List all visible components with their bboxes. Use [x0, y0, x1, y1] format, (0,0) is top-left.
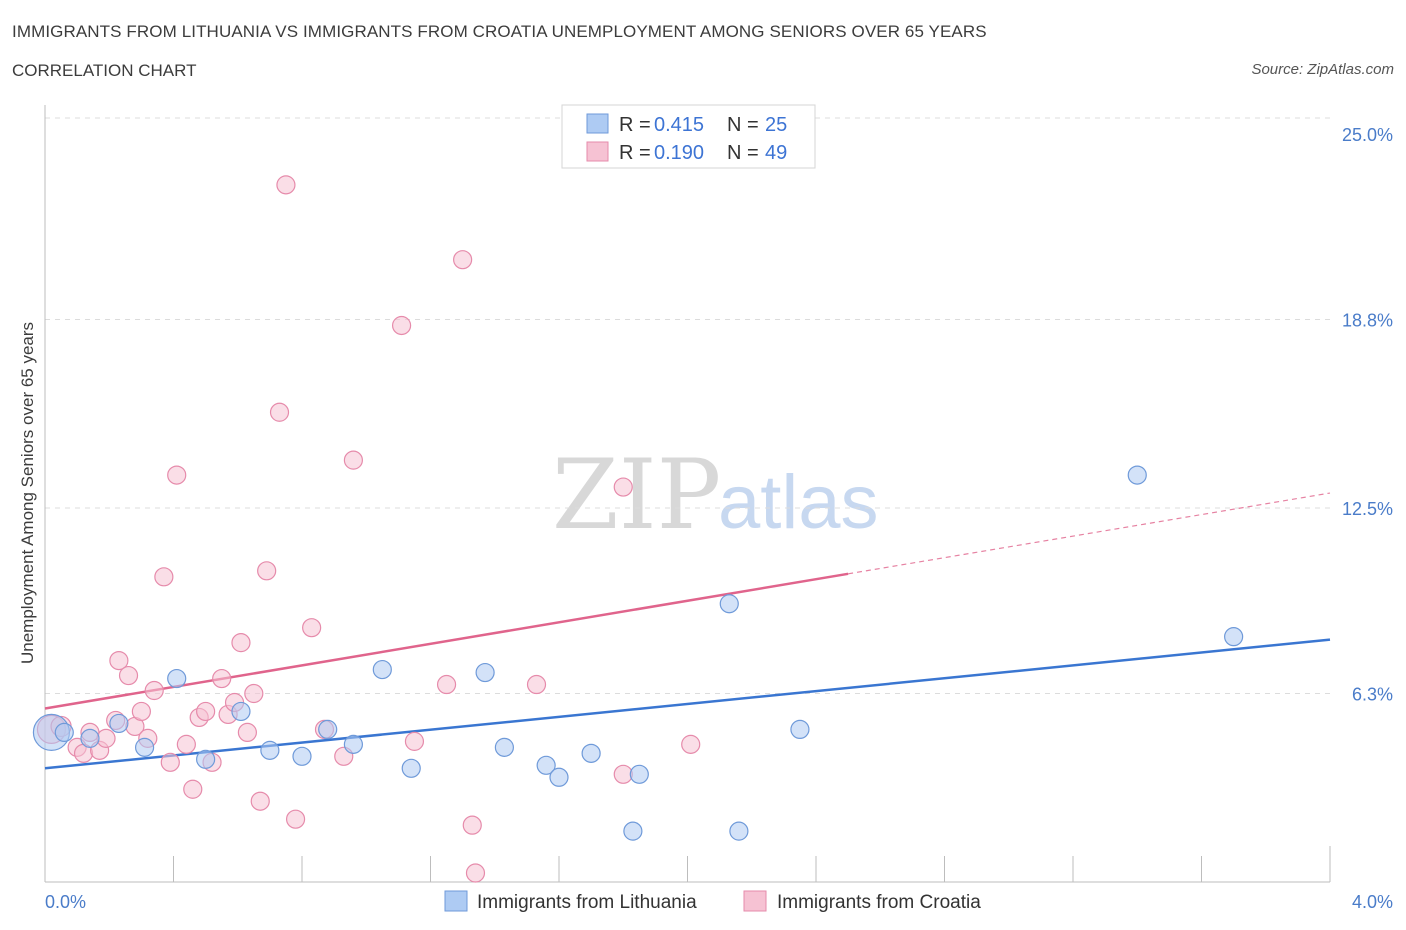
point-croatia — [613, 477, 633, 497]
point-croatia — [613, 764, 633, 784]
point-lithuania — [109, 713, 129, 734]
point-lithuania — [1224, 627, 1244, 647]
point-croatia — [302, 618, 322, 638]
point-lithuania — [54, 722, 74, 743]
point-lithuania — [536, 755, 556, 775]
point-lithuania — [1127, 465, 1147, 485]
point-croatia — [404, 731, 425, 751]
chart-subtitle: CORRELATION CHART — [12, 61, 197, 80]
point-croatia — [453, 250, 473, 270]
point-croatia — [109, 650, 129, 671]
watermark-zip: ZIP — [552, 439, 721, 551]
point-lithuania — [790, 719, 810, 740]
watermark: ZIP atlas — [552, 439, 879, 551]
point-lithuania — [196, 749, 216, 769]
point-lithuania — [231, 701, 251, 722]
point-croatia — [257, 561, 277, 581]
series-legend-label-croatia: Immigrants from Croatia — [777, 892, 981, 913]
legend-swatch-lithuania — [586, 113, 609, 134]
point-lithuania — [475, 662, 495, 683]
point-croatia — [244, 683, 264, 704]
point-croatia — [681, 734, 701, 754]
point-croatia — [237, 722, 257, 743]
legend-n-label-croatia: N = — [727, 142, 759, 164]
point-croatia — [250, 791, 270, 811]
point-lithuania — [401, 758, 421, 778]
point-croatia — [391, 315, 412, 336]
point-croatia — [144, 680, 164, 701]
y-tick-label: 18.8% — [1342, 311, 1393, 331]
series-legend-swatch-lithuania — [444, 890, 468, 912]
data-points — [32, 175, 1244, 883]
point-croatia — [176, 734, 196, 754]
point-croatia — [160, 752, 180, 772]
y-tick-labels: 6.3% 12.5% 18.8% 25.0% — [1342, 125, 1393, 705]
point-croatia — [196, 701, 216, 722]
point-croatia — [343, 450, 363, 470]
legend-swatch-croatia — [586, 141, 609, 162]
legend-n-value-croatia: 49 — [765, 142, 787, 164]
grid — [45, 117, 1330, 695]
legend-n-label-lithuania: N = — [727, 114, 759, 136]
point-croatia — [285, 809, 306, 829]
series-legend-label-lithuania: Immigrants from Lithuania — [477, 892, 697, 913]
x-tick-label-min: 0.0% — [45, 892, 86, 912]
point-croatia — [212, 668, 232, 689]
point-croatia — [167, 465, 187, 485]
point-croatia — [462, 815, 482, 835]
point-croatia — [96, 728, 116, 748]
point-lithuania — [80, 728, 100, 748]
point-croatia — [131, 701, 151, 722]
point-lithuania — [549, 767, 569, 787]
point-croatia — [465, 863, 486, 883]
legend-r-label-croatia: R = — [619, 142, 651, 164]
legend-r-value-croatia: 0.190 — [654, 142, 704, 164]
trendline-extension-croatia — [848, 492, 1331, 575]
point-lithuania — [318, 719, 338, 740]
point-lithuania — [719, 594, 739, 614]
point-lithuania — [729, 821, 749, 841]
watermark-atlas: atlas — [718, 460, 879, 545]
source-credit: Source: ZipAtlas.com — [1251, 61, 1394, 78]
y-tick-label: 12.5% — [1342, 499, 1393, 519]
legend-r-value-lithuania: 0.415 — [654, 114, 704, 136]
point-croatia — [526, 674, 547, 695]
y-tick-label: 25.0% — [1342, 125, 1393, 145]
point-croatia — [436, 674, 457, 695]
point-lithuania — [623, 821, 643, 841]
point-lithuania — [167, 668, 187, 689]
point-lithuania — [134, 737, 155, 757]
point-lithuania — [581, 743, 601, 763]
chart-title: IMMIGRANTS FROM LITHUANIA VS IMMIGRANTS … — [12, 22, 987, 41]
legend-n-value-lithuania: 25 — [765, 114, 787, 136]
x-tick-labels: 0.0% 4.0% — [45, 892, 1393, 912]
point-croatia — [118, 665, 139, 686]
point-croatia — [183, 779, 203, 799]
point-croatia — [154, 567, 174, 587]
point-lithuania — [494, 737, 514, 757]
point-lithuania — [292, 746, 312, 766]
trendline-lithuania — [44, 638, 1331, 770]
point-lithuania — [372, 659, 392, 680]
point-croatia — [231, 633, 251, 653]
x-tick-label-max: 4.0% — [1352, 892, 1393, 912]
y-axis-label: Unemployment Among Seniors over 65 years — [18, 322, 37, 664]
axes — [44, 105, 1331, 883]
point-lithuania — [343, 734, 363, 754]
stats-legend: R = 0.415 N = 25 R = 0.190 N = 49 — [561, 104, 816, 169]
point-croatia — [269, 402, 290, 422]
series-legend: Immigrants from Lithuania Immigrants fro… — [444, 890, 981, 913]
point-lithuania — [260, 740, 280, 760]
legend-r-label-lithuania: R = — [619, 114, 651, 136]
point-lithuania — [629, 764, 649, 784]
series-legend-swatch-croatia — [743, 890, 767, 912]
y-tick-label: 6.3% — [1352, 685, 1393, 705]
point-croatia — [276, 175, 296, 195]
